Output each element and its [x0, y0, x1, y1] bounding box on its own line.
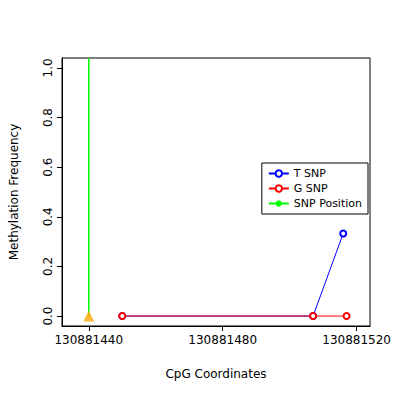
- svg-text:130881520: 130881520: [322, 333, 391, 347]
- svg-text:0.2: 0.2: [41, 257, 55, 276]
- svg-text:Methylation Frequency: Methylation Frequency: [7, 124, 21, 261]
- svg-text:0.8: 0.8: [41, 108, 55, 127]
- svg-text:0.0: 0.0: [41, 307, 55, 326]
- svg-text:SNP Position: SNP Position: [294, 197, 362, 210]
- svg-text:CpG Coordinates: CpG Coordinates: [165, 367, 266, 381]
- svg-text:T SNP: T SNP: [293, 167, 326, 180]
- svg-text:0.4: 0.4: [41, 207, 55, 226]
- svg-text:1.0: 1.0: [41, 58, 55, 77]
- svg-text:130881440: 130881440: [54, 333, 123, 347]
- svg-text:0.6: 0.6: [41, 158, 55, 177]
- svg-text:130881480: 130881480: [188, 333, 257, 347]
- svg-text:G SNP: G SNP: [294, 182, 328, 195]
